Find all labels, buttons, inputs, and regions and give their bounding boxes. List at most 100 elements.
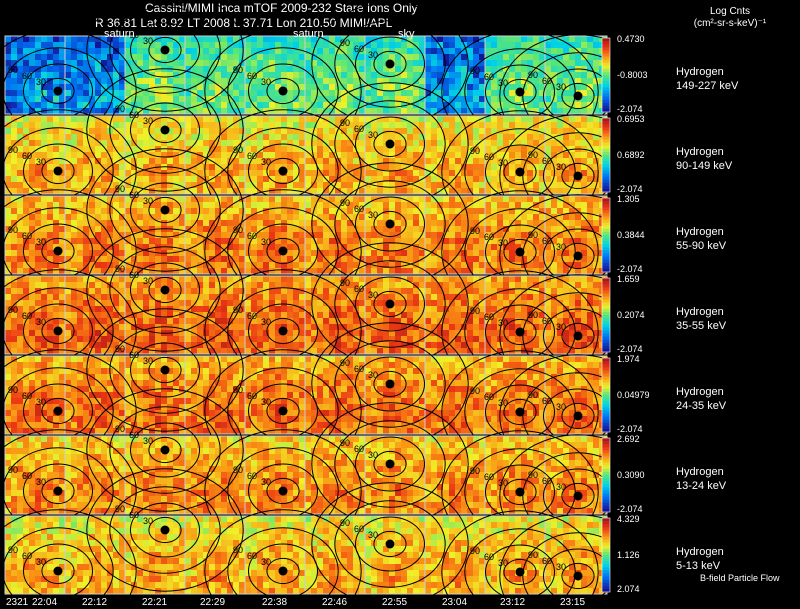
heat-cell	[29, 288, 35, 294]
heat-cell	[59, 256, 65, 262]
contour-label: 30	[143, 36, 153, 46]
heat-cell	[341, 268, 347, 274]
heat-cell	[287, 146, 293, 152]
heat-cell	[29, 158, 35, 164]
heat-cell	[227, 244, 233, 250]
heat-cell	[83, 244, 89, 250]
heat-cell	[215, 342, 221, 348]
heat-cell	[341, 300, 347, 306]
heat-cell	[305, 134, 311, 140]
heat-cell	[95, 324, 101, 330]
heat-cell	[533, 66, 539, 72]
heat-cell	[275, 72, 281, 78]
heat-cell	[329, 256, 335, 262]
heat-cell	[113, 102, 119, 108]
heat-cell	[413, 102, 419, 108]
heat-cell	[251, 90, 257, 96]
heat-cell	[167, 134, 173, 140]
heat-cell	[299, 36, 305, 42]
heat-cell	[551, 262, 557, 268]
heat-cell	[317, 60, 323, 66]
heat-cell	[107, 226, 113, 232]
heat-cell	[227, 60, 233, 66]
heat-cell	[257, 116, 263, 122]
heat-cell	[11, 48, 17, 54]
heat-cell	[461, 72, 467, 78]
heat-cell	[323, 226, 329, 232]
heat-cell	[179, 220, 185, 226]
heat-cell	[335, 176, 341, 182]
heat-cell	[41, 48, 47, 54]
heat-cell	[551, 182, 557, 188]
heat-cell	[71, 116, 77, 122]
heat-cell	[389, 176, 395, 182]
heat-cell	[101, 330, 107, 336]
heat-cell	[359, 238, 365, 244]
heat-cell	[323, 250, 329, 256]
colorbar-step	[602, 173, 610, 178]
heat-cell	[173, 244, 179, 250]
heat-cell	[239, 318, 245, 324]
contour-label: 90	[115, 184, 125, 194]
heat-cell	[503, 232, 509, 238]
heat-cell	[275, 78, 281, 84]
heat-cell	[5, 158, 11, 164]
heat-cell	[71, 288, 77, 294]
heat-cell	[257, 294, 263, 300]
heat-cell	[71, 176, 77, 182]
heat-cell	[125, 232, 131, 238]
heat-cell	[107, 238, 113, 244]
heat-cell	[83, 78, 89, 84]
heat-cell	[443, 214, 449, 220]
heat-cell	[185, 134, 191, 140]
heat-cell	[443, 250, 449, 256]
heat-cell	[413, 108, 419, 114]
heat-cell	[455, 250, 461, 256]
heat-cell	[101, 134, 107, 140]
heat-cell	[425, 90, 431, 96]
heat-cell	[209, 202, 215, 208]
heat-cell	[335, 300, 341, 306]
heat-cell	[65, 108, 71, 114]
colorbar-step	[602, 228, 610, 233]
heat-cell	[317, 182, 323, 188]
heat-cell	[131, 196, 137, 202]
heat-cell	[305, 202, 311, 208]
heat-cell	[119, 294, 125, 300]
heat-cell	[329, 324, 335, 330]
contour-label: 30	[143, 116, 153, 126]
heat-cell	[125, 312, 131, 318]
heat-cell	[443, 158, 449, 164]
heat-cell	[275, 54, 281, 60]
heat-cell	[11, 122, 17, 128]
heat-cell	[455, 72, 461, 78]
heat-cell	[239, 158, 245, 164]
heat-cell	[209, 170, 215, 176]
heat-cell	[329, 96, 335, 102]
heat-cell	[335, 282, 341, 288]
heat-cell	[317, 276, 323, 282]
heat-cell	[521, 72, 527, 78]
heat-cell	[377, 226, 383, 232]
heat-cell	[251, 232, 257, 238]
heat-cell	[239, 170, 245, 176]
heat-cell	[347, 128, 353, 134]
heat-cell	[437, 102, 443, 108]
heat-cell	[263, 336, 269, 342]
heat-cell	[413, 176, 419, 182]
heat-cell	[11, 60, 17, 66]
heat-cell	[563, 54, 569, 60]
heat-cell	[581, 182, 587, 188]
heat-cell	[311, 250, 317, 256]
heat-cell	[23, 128, 29, 134]
heat-cell	[299, 134, 305, 140]
contour-line	[148, 116, 182, 144]
heat-cell	[497, 214, 503, 220]
heat-cell	[533, 146, 539, 152]
heat-cell	[317, 288, 323, 294]
heat-cell	[293, 232, 299, 238]
heat-cell	[509, 250, 515, 256]
heat-cell	[227, 90, 233, 96]
heat-cell	[497, 232, 503, 238]
heat-cell	[461, 48, 467, 54]
